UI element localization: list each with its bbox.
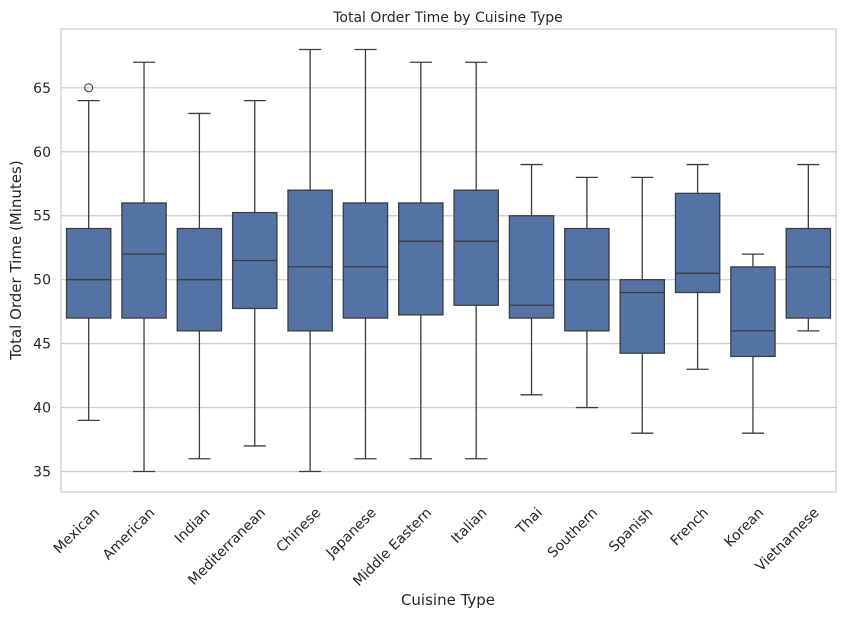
iqr-box [674,192,721,294]
x-tick-label: American [100,505,158,563]
chart-title: Total Order Time by Cuisine Type [332,10,563,26]
box-thai [508,163,555,396]
iqr-box [453,189,499,306]
box-american [121,61,167,473]
x-tick-label: Japanese [323,505,380,562]
iqr-box [287,189,333,332]
box-korean [730,253,776,434]
boxes [65,48,832,473]
y-axis-label: Total Order Time (Minutes) [7,160,25,360]
x-tick-label: Spanish [606,505,656,555]
iqr-box [398,202,444,316]
box-southern [564,176,610,409]
y-tick-label: 35 [33,465,51,481]
box-chinese [287,48,333,473]
iqr-box [342,202,389,319]
iqr-box [730,266,776,358]
iqr-box [785,227,832,319]
iqr-box [508,215,555,319]
box-indian [176,112,223,460]
y-tick-label: 60 [33,145,51,161]
x-tick-label: Southern [545,505,601,561]
x-tick-label: Chinese [273,505,324,556]
x-tick-label: Italian [448,505,490,547]
box-japanese [342,48,389,460]
box-middle-eastern [398,61,444,460]
y-tick-label: 45 [33,337,51,353]
y-tick-label: 50 [33,273,51,289]
y-tick-label: 40 [33,401,51,417]
box-vietnamese [785,163,832,332]
iqr-box [121,202,167,319]
box-spanish [619,176,666,434]
x-tick-label: Mexican [51,505,103,557]
iqr-box [619,279,666,354]
y-axis-ticks: 35 40 45 50 55 60 65 [33,81,51,481]
y-tick-label: 55 [33,209,51,225]
x-axis-label: Cuisine Type [401,591,495,609]
box-mediterranean [231,99,278,447]
iqr-box [65,227,112,319]
x-tick-label: French [668,505,712,549]
outlier-point [84,83,94,93]
x-tick-label: Indian [172,505,214,547]
y-tick-label: 65 [33,81,51,97]
gridlines [61,87,836,473]
box-italian [453,61,499,460]
box-mexican [65,83,112,422]
x-tick-label: Korean [722,505,768,551]
x-tick-label: Thai [513,505,546,538]
box-french [674,163,721,370]
